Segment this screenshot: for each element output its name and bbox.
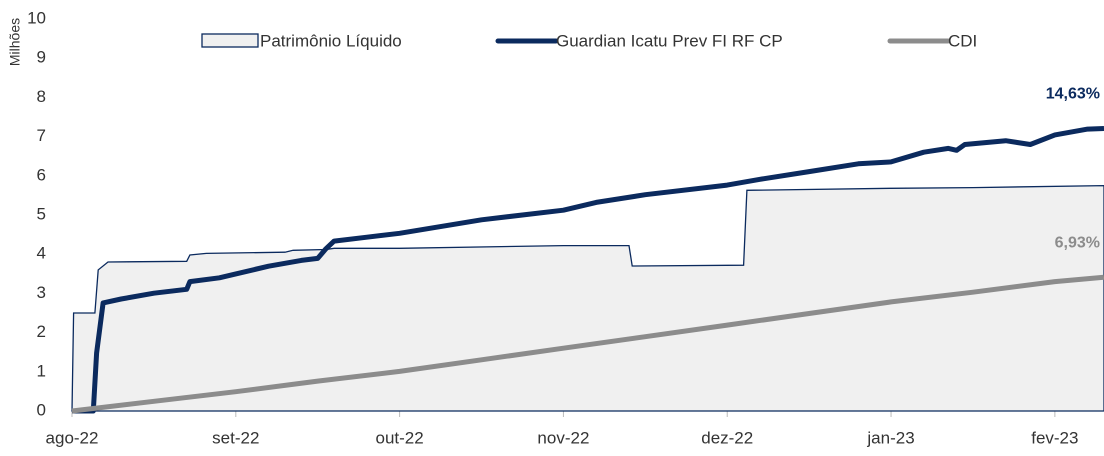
x-tick-label: fev-23 <box>1031 428 1078 447</box>
y-tick-label: 8 <box>37 87 46 106</box>
x-tick-label: set-22 <box>212 428 259 447</box>
y-tick-label: 6 <box>37 165 46 184</box>
y-tick-label: 0 <box>37 400 46 419</box>
area <box>71 184 1104 412</box>
legend-swatch <box>201 33 259 48</box>
y-tick-label: 4 <box>37 244 46 263</box>
x-tick-label: dez-22 <box>701 428 753 447</box>
x-tick-label: jan-23 <box>866 428 914 447</box>
y-tick-label: 1 <box>37 361 46 380</box>
x-tick-label: nov-22 <box>537 428 589 447</box>
x-tick-label: out-22 <box>376 428 424 447</box>
y-tick-label: 5 <box>37 204 46 223</box>
legend-label: Guardian Icatu Prev FI RF CP <box>556 31 783 50</box>
y-axis-label: Milhões <box>7 18 23 66</box>
y-tick-label: 9 <box>37 48 46 67</box>
line <box>72 126 1104 414</box>
y-tick-label: 10 <box>27 8 46 27</box>
x-tick-label: ago-22 <box>46 428 99 447</box>
legend-label: Patrimônio Líquido <box>260 31 402 50</box>
y-tick-label: 3 <box>37 283 46 302</box>
y-tick-label: 2 <box>37 322 46 341</box>
y-tick-label: 7 <box>37 126 46 145</box>
annotation: 14,63% <box>1046 86 1100 103</box>
annotation: 6,93% <box>1055 234 1100 251</box>
legend-label: CDI <box>948 31 977 50</box>
line <box>71 274 1104 414</box>
